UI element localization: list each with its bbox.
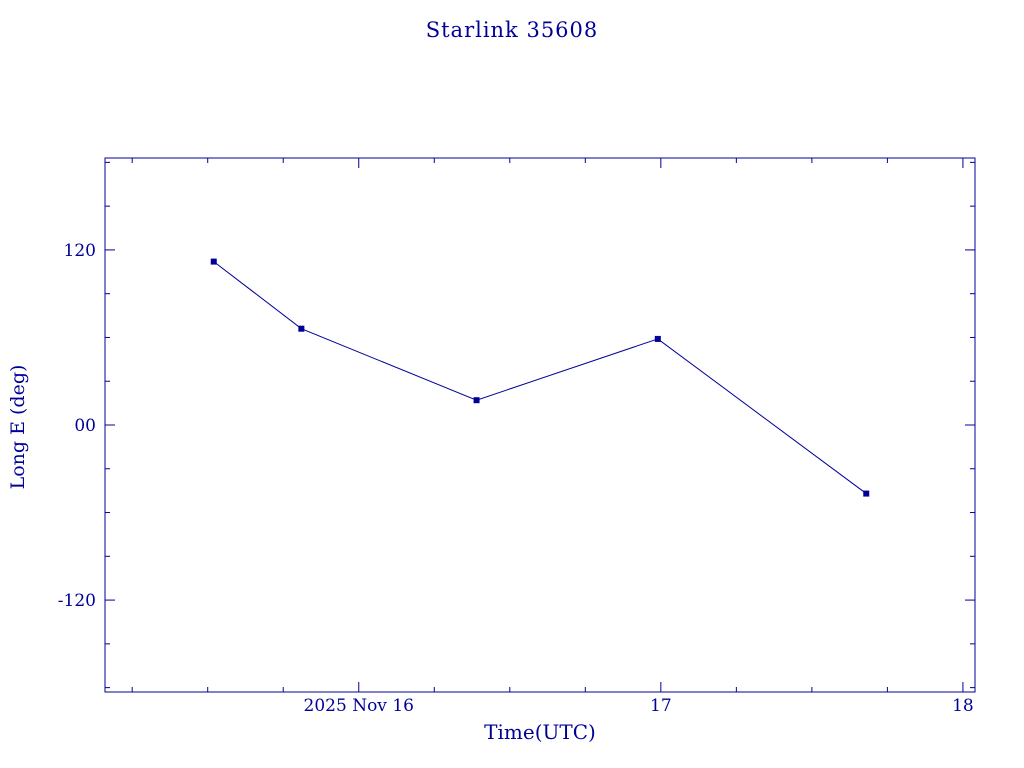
x-axis-label: Time(UTC) bbox=[484, 720, 596, 744]
y-tick-label: 120 bbox=[64, 241, 96, 261]
chart-title: Starlink 35608 bbox=[425, 18, 599, 42]
data-point-marker bbox=[473, 397, 480, 404]
x-tick-label: 2025 Nov 16 bbox=[304, 696, 414, 716]
x-tick-label: 18 bbox=[952, 696, 974, 716]
y-tick-label: 00 bbox=[74, 416, 96, 436]
data-point-marker bbox=[654, 335, 661, 342]
plot-frame bbox=[104, 157, 976, 693]
data-point-marker bbox=[210, 258, 217, 265]
y-tick-label: -120 bbox=[58, 591, 96, 611]
x-tick-label: 17 bbox=[650, 696, 672, 716]
data-point-marker bbox=[863, 490, 870, 497]
data-line bbox=[213, 261, 867, 494]
data-point-marker bbox=[298, 325, 305, 332]
